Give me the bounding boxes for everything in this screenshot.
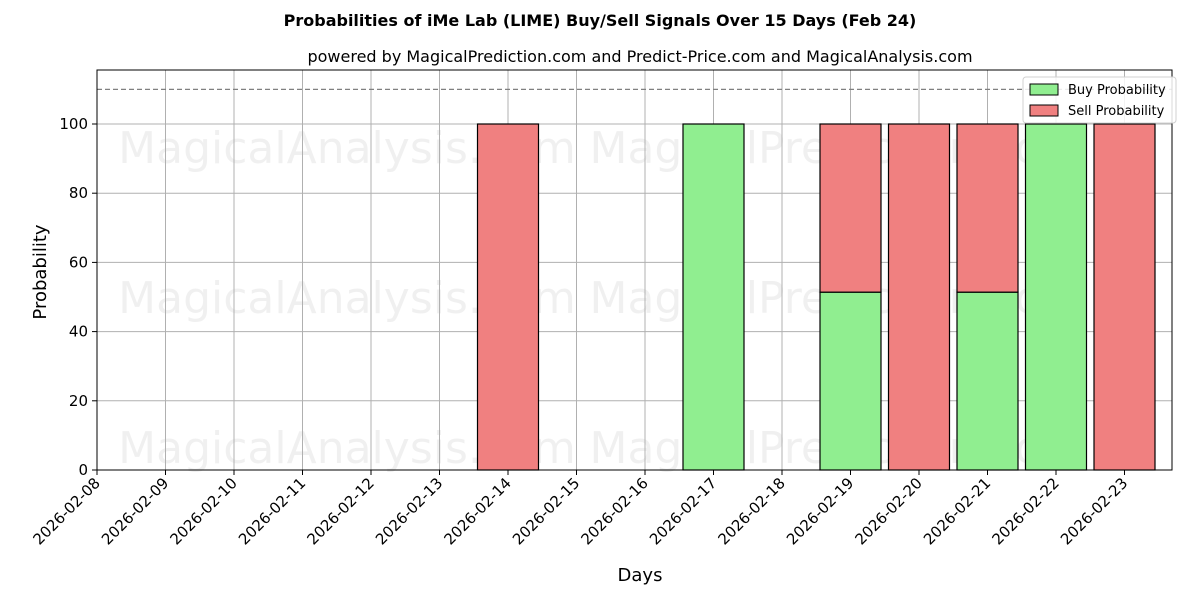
bar-buy-probability [956,291,1019,471]
plot-frame [96,69,1173,471]
legend-label: Buy Probability [1068,83,1166,98]
x-tick-label: 2026-02-21 [920,474,994,548]
bar-sell-probability [1093,123,1156,471]
legend-box [1022,76,1177,124]
bar-sell-probability [819,123,882,293]
x-tick-label: 2026-02-22 [988,474,1062,548]
chart-title: Probabilities of iMe Lab (LIME) Buy/Sell… [284,11,917,30]
bar-sell-probability [956,123,1019,293]
x-tick-label: 2026-02-14 [440,474,514,548]
x-axis: 2026-02-082026-02-092026-02-102026-02-11… [29,470,1131,548]
legend-swatch [1029,104,1059,117]
x-tick-label: 2026-02-19 [783,474,857,548]
y-tick-label: 40 [69,323,88,341]
x-tick-label: 2026-02-13 [372,474,446,548]
bar-buy-probability [682,123,745,471]
y-axis: 0 20 40 60 80 100 [59,115,97,479]
x-tick-label: 2026-02-20 [851,474,925,548]
x-tick-label: 2026-02-10 [166,474,240,548]
y-tick-label: 100 [59,115,88,133]
bar-sell-probability [887,123,951,471]
x-tick-label: 2026-02-23 [1057,474,1131,548]
x-tick-label: 2026-02-09 [98,474,172,548]
x-axis-label: Days [618,565,663,586]
legend-swatch [1029,83,1059,96]
chart-subtitle: powered by MagicalPrediction.com and Pre… [307,47,972,66]
x-tick-label: 2026-02-08 [29,474,103,548]
legend-label: Sell Probability [1068,104,1165,119]
x-tick-label: 2026-02-11 [235,474,309,548]
y-axis-label: Probability [30,224,51,319]
bar-buy-probability [819,291,882,471]
bar-buy-probability [1024,123,1088,471]
x-tick-label: 2026-02-12 [303,474,377,548]
x-tick-label: 2026-02-18 [714,474,788,548]
x-tick-label: 2026-02-17 [646,474,720,548]
y-tick-label: 60 [69,253,88,271]
y-tick-label: 0 [78,461,88,479]
x-tick-label: 2026-02-15 [509,474,583,548]
x-tick-label: 2026-02-16 [577,474,651,548]
legend: Buy Probability Sell Probability [1022,76,1177,124]
bar-sell-probability [476,123,540,471]
y-tick-label: 20 [69,392,88,410]
y-tick-label: 80 [69,184,88,202]
